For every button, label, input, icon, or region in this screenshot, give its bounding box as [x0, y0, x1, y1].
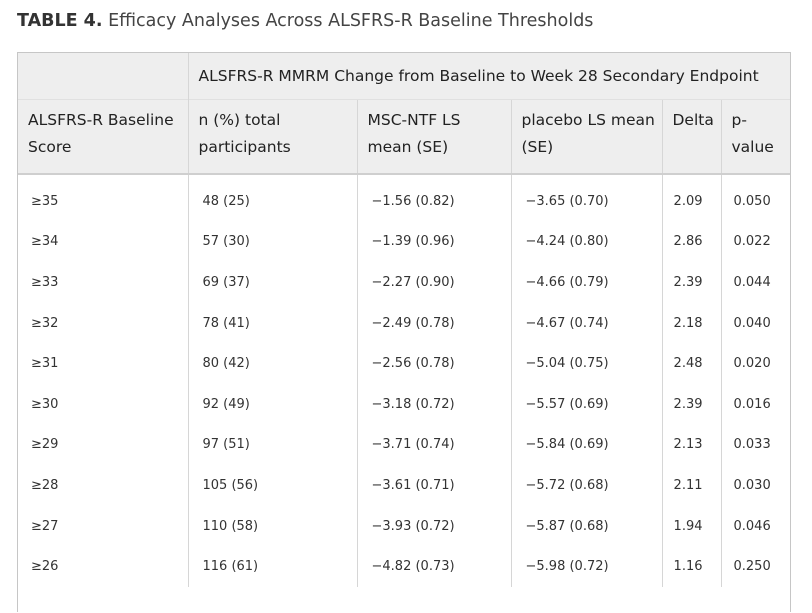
cell-baseline-score: ≥28: [31, 477, 59, 493]
cell-delta: 2.18: [661, 302, 721, 344]
cell-p-value: 0.046: [720, 505, 790, 547]
cell-n-participants: 78 (41): [187, 302, 357, 344]
cell-p-value: 0.020: [720, 343, 790, 384]
table-group-header-label: ALSFRS-R MMRM Change from Baseline to We…: [198, 67, 759, 85]
cell-p-value: 0.016: [720, 383, 790, 425]
cell-n-participants: 48 (25): [187, 174, 357, 222]
cell-baseline-score: ≥31: [31, 356, 59, 372]
column-header-n-participants: n (%) total participants: [187, 99, 357, 175]
cell-baseline-score: ≥26: [31, 559, 59, 575]
cell-msc-ntf-mean: −1.39 (0.96): [356, 221, 511, 263]
cell-delta: 1.94: [661, 505, 721, 547]
cell-delta: 2.09: [661, 174, 721, 222]
table-row: ≥30 92 (49) −3.18 (0.72) −5.57 (0.69) 2.39 0.…: [18, 383, 790, 425]
cell-n-participants: 116 (61): [187, 546, 357, 587]
cell-delta: 2.39: [661, 262, 721, 303]
column-header-p-value-line2: value: [731, 138, 774, 156]
table-row: ≥35 48 (25) −1.56 (0.82) −3.65 (0.70) 2.09 0.…: [18, 174, 790, 222]
efficacy-table: ALSFRS-R MMRM Change from Baseline to We…: [18, 53, 790, 587]
column-header-p-value: p- value: [720, 99, 790, 175]
cell-placebo-mean: −5.87 (0.68): [510, 505, 662, 547]
cell-p-value: 0.040: [720, 302, 790, 344]
table-row: ≥29 97 (51) −3.71 (0.74) −5.84 (0.69) 2.13 0.…: [18, 424, 790, 466]
cell-baseline-score: ≥33: [31, 274, 59, 290]
cell-p-value: 0.050: [720, 174, 790, 222]
cell-n-participants: 110 (58): [187, 505, 357, 547]
column-header-placebo-mean: placebo LS mean (SE): [510, 99, 662, 175]
cell-baseline-score: ≥29: [31, 437, 59, 453]
efficacy-table-container: ALSFRS-R MMRM Change from Baseline to We…: [17, 52, 791, 612]
cell-n-participants: 92 (49): [187, 383, 357, 425]
column-header-msc-ntf-mean-line2: mean (SE): [367, 138, 449, 156]
cell-placebo-mean: −5.72 (0.68): [510, 465, 662, 506]
cell-msc-ntf-mean: −4.82 (0.73): [356, 546, 511, 587]
cell-baseline-score: ≥27: [31, 518, 59, 534]
column-header-placebo-mean-line1: placebo LS mean: [521, 111, 655, 129]
column-header-n-participants-line2: participants: [198, 138, 291, 156]
cell-n-participants: 69 (37): [187, 262, 357, 303]
cell-delta: 2.48: [661, 343, 721, 384]
cell-placebo-mean: −4.24 (0.80): [510, 221, 662, 263]
cell-placebo-mean: −5.04 (0.75): [510, 343, 662, 384]
table-group-header: ALSFRS-R MMRM Change from Baseline to We…: [187, 53, 790, 100]
cell-placebo-mean: −5.98 (0.72): [510, 546, 662, 587]
cell-p-value: 0.022: [720, 221, 790, 263]
cell-baseline-score: ≥35: [31, 193, 59, 209]
cell-baseline-score: ≥30: [31, 396, 59, 412]
table-body: ≥35 48 (25) −1.56 (0.82) −3.65 (0.70) 2.09 0.…: [18, 174, 790, 587]
table-column-header-row: ALSFRS-R Baseline Score n (%) total part…: [18, 99, 790, 175]
column-header-baseline-score-line2: Score: [28, 138, 72, 156]
cell-msc-ntf-mean: −2.49 (0.78): [356, 302, 511, 344]
cell-placebo-mean: −5.84 (0.69): [510, 424, 662, 466]
cell-msc-ntf-mean: −2.27 (0.90): [356, 262, 511, 303]
table-row: ≥28 105 (56) −3.61 (0.71) −5.72 (0.68) 2.11 0…: [18, 465, 790, 506]
column-header-baseline-score-line1: ALSFRS-R Baseline: [28, 111, 174, 129]
cell-p-value: 0.044: [720, 262, 790, 303]
cell-baseline-score: ≥34: [31, 234, 59, 250]
column-header-p-value-line1: p-: [731, 111, 747, 129]
cell-delta: 1.16: [661, 546, 721, 587]
table-row: ≥33 69 (37) −2.27 (0.90) −4.66 (0.79) 2.39 0.…: [18, 262, 790, 303]
table-row: ≥31 80 (42) −2.56 (0.78) −5.04 (0.75) 2.48 0.…: [18, 343, 790, 384]
cell-placebo-mean: −4.67 (0.74): [510, 302, 662, 344]
cell-p-value: 0.250: [720, 546, 790, 587]
cell-p-value: 0.033: [720, 424, 790, 466]
column-header-n-participants-line1: n (%) total: [198, 111, 281, 129]
column-header-baseline-score: ALSFRS-R Baseline Score: [18, 99, 188, 175]
table-caption-title: Efficacy Analyses Across ALSFRS-R Baseli…: [108, 11, 594, 31]
cell-n-participants: 105 (56): [187, 465, 357, 506]
cell-delta: 2.13: [661, 424, 721, 466]
table-header: ALSFRS-R MMRM Change from Baseline to We…: [18, 53, 790, 175]
column-header-msc-ntf-mean-line1: MSC-NTF LS: [367, 111, 461, 129]
cell-n-participants: 97 (51): [187, 424, 357, 466]
cell-placebo-mean: −5.57 (0.69): [510, 383, 662, 425]
table-group-header-spacer: [18, 53, 188, 100]
cell-placebo-mean: −4.66 (0.79): [510, 262, 662, 303]
cell-msc-ntf-mean: −1.56 (0.82): [356, 174, 511, 222]
column-header-delta: Delta: [661, 99, 721, 175]
table-row: ≥32 78 (41) −2.49 (0.78) −4.67 (0.74) 2.18 0.…: [18, 302, 790, 344]
table-caption: TABLE 4. Efficacy Analyses Across ALSFRS…: [17, 8, 593, 34]
cell-delta: 2.86: [661, 221, 721, 263]
cell-msc-ntf-mean: −3.18 (0.72): [356, 383, 511, 425]
cell-msc-ntf-mean: −3.93 (0.72): [356, 505, 511, 547]
table-row: ≥34 57 (30) −1.39 (0.96) −4.24 (0.80) 2.86 0.…: [18, 221, 790, 263]
cell-n-participants: 80 (42): [187, 343, 357, 384]
table-row: ≥26 116 (61) −4.82 (0.73) −5.98 (0.72) 1.16 0…: [18, 546, 790, 587]
cell-msc-ntf-mean: −3.71 (0.74): [356, 424, 511, 466]
cell-msc-ntf-mean: −3.61 (0.71): [356, 465, 511, 506]
cell-n-participants: 57 (30): [187, 221, 357, 263]
table-group-header-row: ALSFRS-R MMRM Change from Baseline to We…: [18, 53, 790, 100]
cell-delta: 2.11: [661, 465, 721, 506]
column-header-msc-ntf-mean: MSC-NTF LS mean (SE): [356, 99, 511, 175]
column-header-delta-line1: Delta: [672, 111, 714, 129]
table-row: ≥27 110 (58) −3.93 (0.72) −5.87 (0.68) 1.94 0…: [18, 505, 790, 547]
column-header-placebo-mean-line2: (SE): [521, 138, 554, 156]
cell-msc-ntf-mean: −2.56 (0.78): [356, 343, 511, 384]
cell-baseline-score: ≥32: [31, 315, 59, 331]
table-caption-label: TABLE 4.: [17, 11, 103, 31]
cell-p-value: 0.030: [720, 465, 790, 506]
cell-delta: 2.39: [661, 383, 721, 425]
cell-placebo-mean: −3.65 (0.70): [510, 174, 662, 222]
